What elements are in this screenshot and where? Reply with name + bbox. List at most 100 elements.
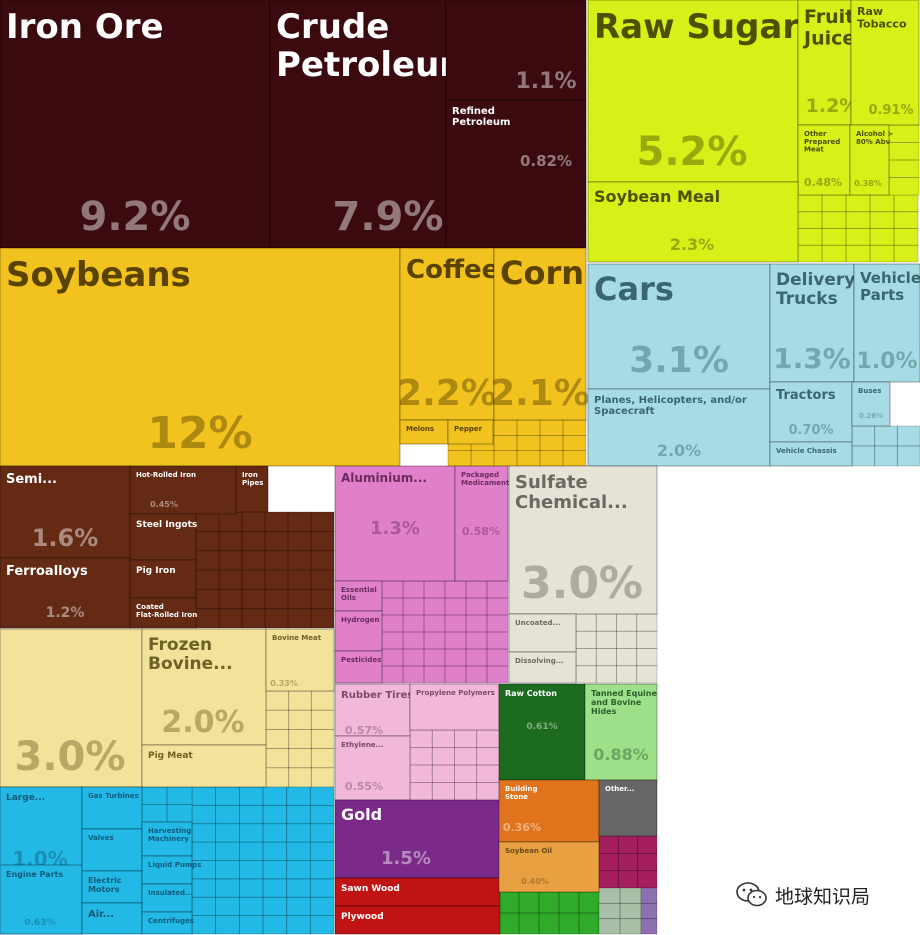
- treemap-cell[interactable]: Aluminium... 1.3%: [334, 465, 456, 582]
- treemap-cell[interactable]: Melons: [399, 419, 449, 445]
- treemap-cell[interactable]: Other...: [598, 779, 658, 837]
- treemap-cell[interactable]: Rubber Tires 0.57%: [334, 683, 413, 737]
- treemap-cell[interactable]: Coated Flat-Rolled Iron: [129, 597, 197, 629]
- treemap-cell[interactable]: Pig Iron: [129, 559, 197, 599]
- treemap-cell[interactable]: Hydrogen: [334, 610, 383, 652]
- cell-label: Hot-Rolled Iron: [136, 471, 196, 479]
- treemap-cell[interactable]: Dissolving...: [508, 651, 577, 684]
- treemap-cell[interactable]: Refined Petroleum 0.82%: [445, 99, 587, 249]
- cell-rect: [587, 263, 771, 390]
- treemap-cell[interactable]: Sawn Wood: [334, 877, 501, 907]
- treemap-cell[interactable]: Vehicle Chassis: [769, 441, 853, 467]
- treemap-cell[interactable]: Engine Parts 0.63%: [0, 864, 83, 935]
- treemap-cell[interactable]: Valves: [81, 828, 143, 872]
- treemap-cell[interactable]: Steel Ingots: [129, 513, 197, 561]
- treemap-cell[interactable]: Raw Cotton 0.61%: [498, 683, 586, 781]
- treemap-cell[interactable]: Cars 3.1%: [587, 263, 771, 390]
- treemap-cell[interactable]: Gold 1.5%: [334, 799, 501, 879]
- treemap-cell[interactable]: Liquid Pumps: [141, 855, 201, 885]
- treemap-cell[interactable]: Soybean Meal 2.3%: [587, 181, 799, 263]
- treemap-cell[interactable]: Electric Motors: [81, 870, 143, 904]
- cell-label: Steel Ingots: [136, 520, 197, 530]
- treemap-cell[interactable]: Essential Oils: [334, 580, 383, 612]
- treemap-cell[interactable]: Iron Pipes: [235, 465, 269, 513]
- small-tile: [286, 915, 311, 935]
- treemap-cell[interactable]: Building Stone 0.36%: [498, 779, 600, 843]
- cell-value: 1.5%: [381, 848, 431, 869]
- treemap-cell[interactable]: Propylene Polymers: [409, 683, 500, 731]
- cell-label: Other Prepared Meat: [804, 130, 840, 154]
- treemap-cell[interactable]: 3.0%: [0, 628, 143, 788]
- treemap-cell[interactable]: Iron Ore 9.2%: [0, 0, 271, 249]
- treemap-cell[interactable]: Corn 2.1%: [490, 247, 590, 421]
- cell-label: Sulfate Chemical...: [515, 472, 628, 513]
- treemap-cell[interactable]: Pesticides: [334, 650, 383, 684]
- treemap-cell[interactable]: Buses 0.26%: [851, 381, 891, 427]
- small-tile: [310, 748, 335, 769]
- treemap-cell[interactable]: Semi... 1.6%: [0, 465, 131, 559]
- small-tile: [218, 569, 243, 590]
- treemap-cell[interactable]: Alcohol >80% Abv 0.38%: [849, 124, 893, 196]
- treemap-cell[interactable]: Vehicle Parts 1.0%: [853, 263, 920, 383]
- small-tile: [287, 608, 312, 629]
- treemap-cell[interactable]: 1.1%: [445, 0, 587, 101]
- treemap-cell[interactable]: Soybean Oil 0.40%: [498, 841, 600, 893]
- treemap-cell[interactable]: Plywood: [334, 905, 501, 935]
- cell-label: Aluminium...: [341, 471, 427, 485]
- treemap-cell[interactable]: Ferroalloys 1.2%: [0, 557, 131, 629]
- treemap-cell[interactable]: Insulated...: [141, 883, 193, 913]
- cell-label: Delivery Trucks: [776, 270, 855, 309]
- cell-rect: [0, 864, 83, 935]
- small-tile: [286, 841, 311, 861]
- cell-label: Iron Ore: [6, 7, 164, 47]
- treemap-cell[interactable]: Hot-Rolled Iron 0.45%: [129, 465, 237, 515]
- small-tile: [444, 665, 467, 684]
- treemap-cell[interactable]: Planes, Helicopters, and/or Spacecraft 2.0…: [587, 388, 771, 467]
- treemap-cell[interactable]: Soybeans 12%: [0, 247, 401, 467]
- treemap-cell[interactable]: Uncoated...: [508, 613, 577, 653]
- treemap-cell[interactable]: Raw Sugar 5.2%: [587, 0, 799, 183]
- treemap-cell[interactable]: Harvesting Machinery: [141, 821, 193, 857]
- small-tile: [454, 747, 478, 766]
- cell-rect: [493, 247, 587, 421]
- treemap-cell[interactable]: Pepper: [447, 419, 494, 445]
- treemap-cell[interactable]: Frozen Bovine... 2.0%: [141, 628, 267, 746]
- cell-value: 3.0%: [15, 734, 126, 780]
- treemap-cell[interactable]: Air...: [81, 902, 143, 935]
- small-tile: [310, 511, 335, 532]
- cell-label: Liquid Pumps: [148, 861, 201, 869]
- treemap-cell[interactable]: Crude Petroleum 7.9%: [269, 0, 475, 249]
- treemap-cell[interactable]: Centrifuges: [141, 911, 194, 935]
- treemap-cell[interactable]: Pig Meat: [141, 744, 267, 788]
- treemap-cell[interactable]: Packaged Medicaments 0.58%: [454, 465, 514, 582]
- small-tile: [309, 915, 335, 935]
- small-tile: [286, 823, 311, 843]
- treemap-cell[interactable]: Other Prepared Meat 0.48%: [797, 124, 851, 196]
- small-tile: [402, 597, 425, 616]
- cell-label: Centrifuges: [148, 917, 194, 925]
- cell-rect: [769, 441, 853, 467]
- treemap-cell[interactable]: Tractors 0.70%: [769, 381, 853, 443]
- treemap-cell[interactable]: Tanned Equine and Bovine Hides 0.88%: [584, 683, 658, 781]
- cell-label: Vehicle Chassis: [776, 447, 837, 455]
- cell-rect: [508, 613, 577, 653]
- treemap-cell[interactable]: Coffee 2.2%: [397, 247, 499, 421]
- small-tile: [218, 608, 243, 629]
- cell-label: Valves: [88, 834, 114, 842]
- small-tile: [262, 860, 288, 880]
- treemap-cell[interactable]: Sulfate Chemical... 3.0%: [508, 465, 658, 615]
- cell-rect: [508, 465, 658, 615]
- treemap-cell[interactable]: Bovine Meat 0.33%: [265, 628, 335, 692]
- treemap-cell[interactable]: Ethylene... 0.55%: [334, 735, 411, 801]
- treemap-cell[interactable]: Gas Turbines: [81, 786, 143, 830]
- cell-label: Raw Cotton: [505, 689, 557, 698]
- cell-rect: [399, 247, 495, 421]
- treemap-cell[interactable]: Raw Tobacco 0.91%: [850, 0, 920, 126]
- small-tiles-area: [410, 730, 499, 800]
- cell-value: 2.1%: [490, 373, 590, 414]
- cell-rect: [0, 247, 401, 467]
- treemap-cell[interactable]: Fruit Juice 1.2%: [797, 0, 858, 126]
- treemap-cell[interactable]: Delivery Trucks 1.3%: [769, 263, 855, 383]
- small-tile: [310, 550, 335, 571]
